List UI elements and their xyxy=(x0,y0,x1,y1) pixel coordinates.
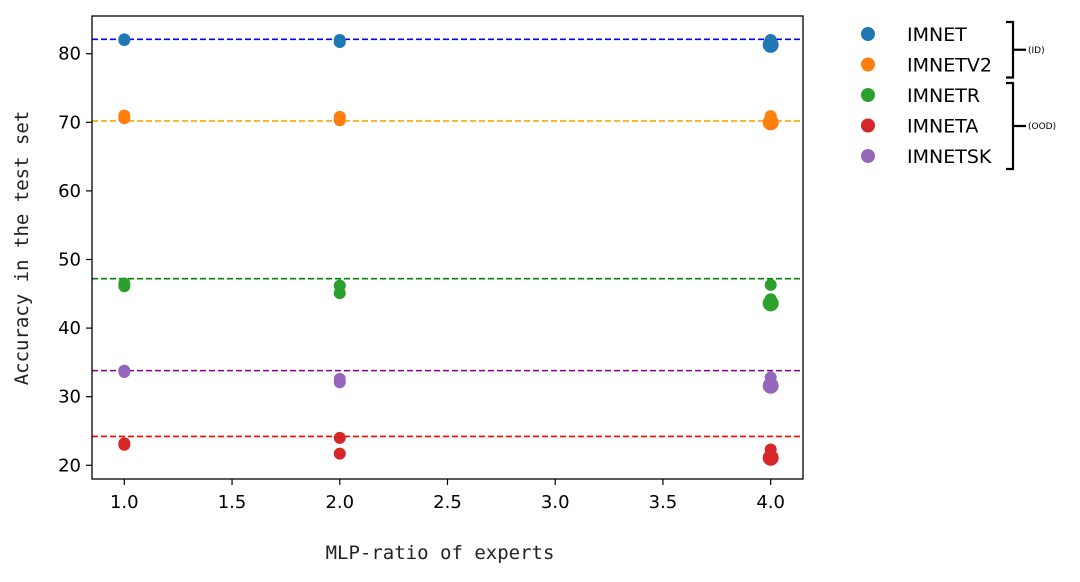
data-point-imneta xyxy=(333,431,346,444)
legend-marker-imnetv2 xyxy=(861,57,875,72)
data-point-imnet xyxy=(118,34,131,47)
y-axis-label: Accuracy in the test set xyxy=(11,111,33,386)
x-tick-label: 3.0 xyxy=(541,492,570,513)
group-bracket xyxy=(1006,20,1026,79)
y-tick-label: 60 xyxy=(58,181,81,202)
plot-frame xyxy=(91,15,804,480)
data-point-imnetv2 xyxy=(333,114,346,127)
legend-label-imneta: IMNETA xyxy=(907,116,978,138)
data-point-imneta xyxy=(762,449,779,466)
legend-marker-imnetsk xyxy=(861,149,875,163)
data-point-imnetv2 xyxy=(762,114,779,131)
x-tick-label: 1.5 xyxy=(218,492,247,513)
x-axis-label: MLP-ratio of experts xyxy=(326,542,555,564)
x-tick-label: 2.5 xyxy=(433,492,462,513)
y-tick-label: 80 xyxy=(58,44,81,65)
legend-label-imnet: IMNET xyxy=(907,24,967,46)
data-point-imnetr xyxy=(764,278,777,291)
x-tick-label: 1.0 xyxy=(110,492,139,513)
data-point-imneta xyxy=(333,447,346,460)
y-tick-label: 50 xyxy=(58,250,81,271)
x-axis: 1.0 1.5 2.0 2.5 3.0 3.5 4.0 xyxy=(110,479,785,513)
group-bracket-label: (OOD) xyxy=(1028,122,1056,132)
group-bracket-label: (ID) xyxy=(1028,46,1045,56)
y-tick-label: 70 xyxy=(58,112,81,133)
group-bracket xyxy=(1006,81,1026,171)
legend-label-imnetr: IMNETR xyxy=(907,85,980,107)
reference-lines xyxy=(92,38,803,438)
data-points xyxy=(118,33,779,466)
x-tick-label: 2.0 xyxy=(325,492,354,513)
legend-marker-imnetr xyxy=(861,88,875,102)
data-point-imnetsk xyxy=(118,365,131,378)
data-point-imnetr xyxy=(333,287,346,300)
data-point-imnet xyxy=(333,36,346,49)
y-tick-label: 30 xyxy=(58,387,81,408)
data-point-imnetr xyxy=(118,280,131,293)
x-tick-label: 4.0 xyxy=(756,492,785,513)
legend-label-imnetv2: IMNETV2 xyxy=(907,55,992,77)
y-tick-label: 20 xyxy=(58,455,81,476)
data-point-imneta xyxy=(118,438,131,451)
legend-marker-imneta xyxy=(861,118,875,133)
legend-label-imnetsk: IMNETSK xyxy=(907,146,992,168)
legend-marker-imnet xyxy=(861,27,875,41)
data-point-imnetsk xyxy=(333,376,346,389)
y-tick-label: 40 xyxy=(58,318,81,339)
x-tick-label: 3.5 xyxy=(649,492,678,513)
data-point-imnet xyxy=(762,36,779,53)
data-point-imnetr xyxy=(762,295,779,312)
data-point-imnetv2 xyxy=(118,112,131,125)
y-axis: 20 30 40 50 60 70 80 xyxy=(58,44,92,476)
legend: IMNET IMNETV2 IMNETR IMNETA IMNETSK (ID) (OOD) xyxy=(861,20,1056,171)
data-point-imnetsk xyxy=(762,377,779,394)
